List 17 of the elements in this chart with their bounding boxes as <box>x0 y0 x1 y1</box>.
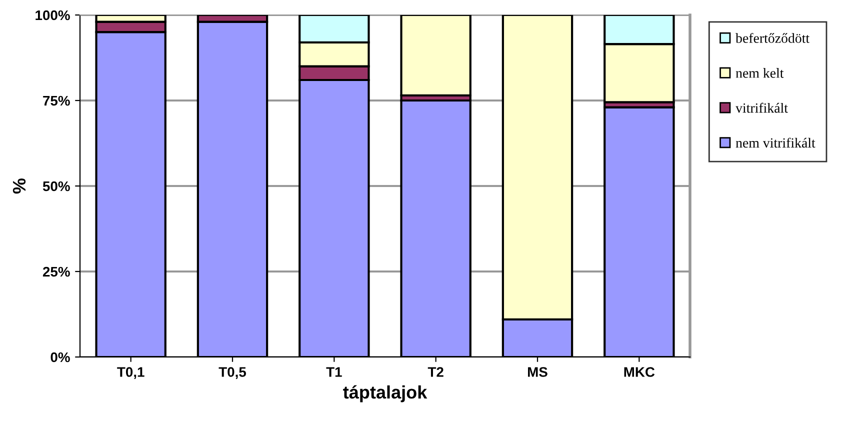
legend-label: nem vitrifikált <box>736 138 816 148</box>
y-tick-label: 0% <box>50 352 70 362</box>
y-tick-label: 75% <box>43 96 70 106</box>
legend-label: vitrifikált <box>736 102 788 113</box>
y-axis-title: % <box>12 178 26 194</box>
legend-label: befertőződött <box>736 33 810 43</box>
x-tick-label: T1 <box>326 367 342 377</box>
y-tick-label: 50% <box>42 181 70 192</box>
legend-label: nem kelt <box>736 68 784 78</box>
y-tick-label: 100% <box>36 10 70 20</box>
x-tick-label: MS <box>528 367 548 377</box>
x-tick-label: MKC <box>624 367 655 377</box>
x-tick-label: T0,1 <box>117 367 144 379</box>
y-tick-label: 25% <box>42 266 70 277</box>
x-axis-title: táptalajok <box>343 385 428 402</box>
x-tick-label: T2 <box>428 367 444 377</box>
x-tick-label: T0,5 <box>218 367 246 379</box>
